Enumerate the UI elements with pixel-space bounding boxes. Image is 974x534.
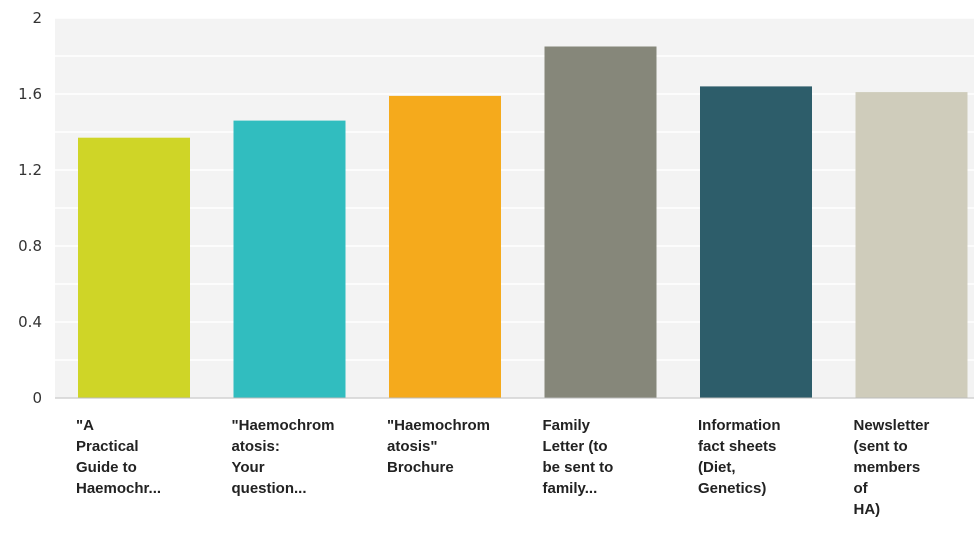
- gridlines: [55, 17, 974, 399]
- bar: [233, 120, 346, 398]
- y-tick-label: 0.8: [18, 237, 42, 255]
- bar: [855, 92, 968, 398]
- y-tick-label: 0: [32, 389, 42, 407]
- y-tick-label: 1.2: [18, 161, 42, 179]
- y-axis-ticks: 0 0.4 0.8 1.2 1.6 2: [18, 9, 42, 407]
- bar: [700, 86, 812, 399]
- x-category-label: Information fact sheets (Diet, Genetics): [698, 417, 781, 497]
- x-category-label: "Haemochrom atosis" Brochure: [387, 417, 490, 476]
- x-category-label: "A Practical Guide to Haemochr...: [76, 417, 161, 497]
- bars: [78, 46, 968, 399]
- bar: [544, 46, 657, 398]
- bar: [78, 137, 190, 398]
- y-tick-label: 2: [32, 9, 42, 27]
- x-category-label: Family Letter (to be sent to family...: [543, 417, 614, 497]
- y-tick-label: 0.4: [18, 313, 42, 331]
- bar: [389, 95, 501, 399]
- x-category-label: "Haemochrom atosis: Your question...: [232, 417, 335, 497]
- x-category-label: Newsletter (sent to members of HA): [854, 417, 930, 518]
- y-tick-label: 1.6: [18, 85, 42, 103]
- x-axis-labels: "A Practical Guide to Haemochr... "Haemochro…: [76, 417, 930, 518]
